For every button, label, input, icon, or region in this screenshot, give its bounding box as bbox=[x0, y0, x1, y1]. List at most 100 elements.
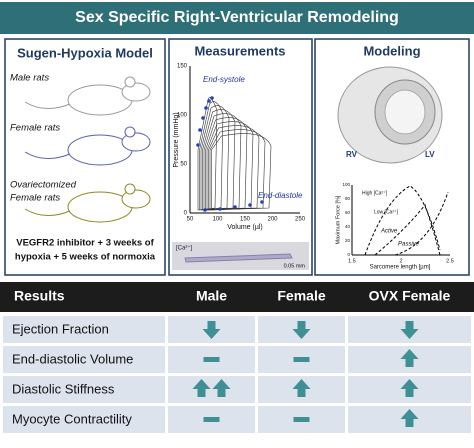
tick-label: 100 bbox=[212, 217, 223, 223]
protocol: hypoxia + 5 weeks of normoxia bbox=[15, 252, 156, 263]
no-change bbox=[203, 417, 220, 422]
annotation: End-diastole bbox=[258, 191, 303, 200]
rat-ear bbox=[124, 183, 136, 195]
column-header: Results bbox=[14, 288, 65, 304]
protocol: VEGFR2 inhibitor + 3 weeks of bbox=[16, 238, 154, 249]
scale-label: 0.05 mm bbox=[284, 263, 306, 269]
axis-title: Pressure (mmHg) bbox=[173, 112, 180, 167]
panel-title: Sugen-Hypoxia Model bbox=[17, 45, 153, 60]
curve-passive bbox=[394, 191, 449, 256]
title-bar bbox=[0, 2, 474, 34]
arrow-up bbox=[400, 409, 419, 427]
table-header-bg bbox=[0, 282, 474, 312]
es-point bbox=[196, 143, 200, 147]
pv-loop bbox=[199, 101, 224, 211]
rat-tail bbox=[24, 151, 71, 159]
curve-low bbox=[374, 203, 441, 256]
table-cell bbox=[168, 376, 255, 403]
row-label: End-diastolic Volume bbox=[12, 351, 133, 366]
no-change bbox=[293, 417, 310, 422]
table-cell bbox=[3, 346, 165, 373]
es-point bbox=[201, 116, 205, 120]
axis-title: Maximum Force [%] bbox=[335, 195, 341, 244]
rat-tail bbox=[24, 101, 71, 109]
tick-label: 80 bbox=[345, 196, 351, 201]
column-header: Female bbox=[277, 288, 325, 304]
panel-title: Measurements bbox=[194, 43, 285, 58]
panel-title: Modeling bbox=[363, 43, 420, 58]
tick-label: 0 bbox=[184, 211, 188, 217]
annotation: Passive bbox=[398, 242, 420, 248]
table-cell bbox=[3, 406, 165, 433]
axis-title: Sarcomere length [µm] bbox=[370, 265, 431, 271]
ed-point bbox=[203, 208, 207, 212]
group-label: Ovariectomized bbox=[10, 180, 77, 191]
tick-label: 50 bbox=[187, 217, 194, 223]
rat-ear bbox=[124, 76, 136, 88]
tick-label: 200 bbox=[267, 217, 278, 223]
ed-point bbox=[233, 205, 237, 209]
tick-label: 2 bbox=[399, 258, 402, 264]
tick-label: 150 bbox=[240, 217, 251, 223]
column-header: Male bbox=[196, 288, 227, 304]
row-label: Myocyte Contractility bbox=[12, 411, 132, 426]
rat-head bbox=[121, 189, 151, 209]
pv-loop bbox=[209, 129, 266, 211]
tick-label: 100 bbox=[342, 182, 350, 187]
region-label: LV bbox=[425, 150, 435, 159]
no-change bbox=[203, 357, 220, 362]
group-label: Male rats bbox=[10, 73, 49, 84]
column-header: OVX Female bbox=[369, 288, 451, 304]
annotation: Active bbox=[380, 229, 398, 235]
tick-label: 100 bbox=[177, 113, 188, 119]
pv-loop bbox=[200, 105, 230, 211]
rat-head bbox=[121, 132, 151, 152]
es-point bbox=[207, 99, 211, 103]
axis-title: Volume (µl) bbox=[227, 224, 263, 231]
region-label: RV bbox=[346, 150, 358, 159]
arrow-up bbox=[292, 379, 311, 397]
title: Sex Specific Right-Ventricular Remodelin… bbox=[75, 9, 399, 26]
annotation: Low [Ca²⁺] bbox=[374, 209, 399, 215]
row-label: Ejection Fraction bbox=[12, 321, 109, 336]
lv-cavity bbox=[384, 89, 426, 135]
table-cell bbox=[3, 376, 165, 403]
row-label: Diastolic Stiffness bbox=[12, 381, 115, 396]
pv-loop bbox=[202, 109, 236, 211]
arrow-up bbox=[192, 379, 211, 397]
rat-tail bbox=[24, 208, 71, 216]
ed-point bbox=[248, 203, 252, 207]
group-label: Female rats bbox=[10, 193, 60, 204]
panel-model bbox=[4, 38, 166, 276]
tick-label: 40 bbox=[345, 224, 351, 229]
tick-label: 2.5 bbox=[446, 258, 454, 264]
arrow-up bbox=[400, 349, 419, 367]
tick-label: 0 bbox=[347, 252, 350, 257]
cell-label: [Ca²⁺] bbox=[176, 245, 193, 252]
rat-head bbox=[121, 82, 151, 102]
tick-label: 60 bbox=[345, 210, 351, 215]
pv-loop bbox=[208, 125, 260, 211]
tick-label: 1.5 bbox=[348, 258, 356, 264]
arrow-up bbox=[400, 379, 419, 397]
arrow-down bbox=[202, 321, 221, 339]
arrow-down bbox=[292, 321, 311, 339]
curve-high bbox=[364, 185, 441, 256]
es-point bbox=[198, 128, 202, 132]
pv-loop bbox=[211, 133, 272, 211]
rat-ear bbox=[124, 126, 136, 138]
tick-label: 150 bbox=[177, 64, 188, 70]
group-label: Female rats bbox=[10, 123, 60, 134]
tick-label: 250 bbox=[295, 217, 306, 223]
arrow-down bbox=[400, 321, 419, 339]
tick-label: 50 bbox=[180, 162, 187, 168]
arrow-up bbox=[212, 379, 231, 397]
content: Sugen-Hypoxia Model Male rats Female rats O… bbox=[0, 43, 474, 433]
ed-point bbox=[260, 200, 264, 204]
myocyte bbox=[184, 253, 293, 263]
es-point bbox=[204, 106, 208, 110]
annotation: High [Ca²⁺] bbox=[362, 190, 388, 196]
no-change bbox=[293, 357, 310, 362]
annotation: End-systole bbox=[203, 75, 245, 84]
